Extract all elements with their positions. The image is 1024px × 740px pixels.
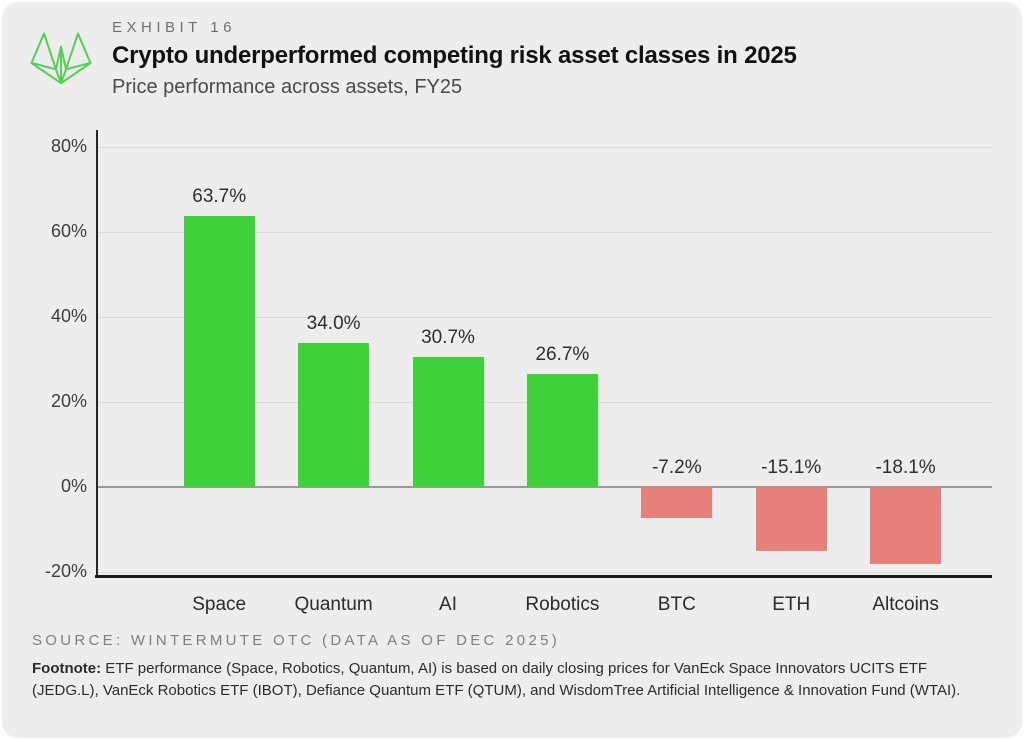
y-tick-label: 20% <box>50 391 87 411</box>
category-label-ai: AI <box>439 594 457 615</box>
bar-btc <box>641 487 713 518</box>
footnote: Footnote: ETF performance (Space, Roboti… <box>32 658 994 702</box>
y-tick-label: 0% <box>60 476 87 496</box>
gridline-80 <box>97 146 992 148</box>
value-label-robotics: 26.7% <box>535 343 590 365</box>
page-title: Crypto underperformed competing risk ass… <box>112 42 797 69</box>
gridline-40 <box>97 316 992 318</box>
category-label-eth: ETH <box>772 594 811 615</box>
y-tick-label: 60% <box>50 221 87 241</box>
category-label-btc: BTC <box>657 594 696 615</box>
category-label-quantum: Quantum <box>294 594 373 615</box>
x-axis-line <box>95 575 992 578</box>
gridline--20 <box>97 571 992 573</box>
category-label-space: Space <box>192 594 247 615</box>
wintermute-logo-icon <box>30 32 92 85</box>
y-tick-label: 80% <box>50 136 87 156</box>
footnote-label: Footnote: <box>32 660 102 677</box>
exhibit-label: EXHIBIT 16 <box>112 19 236 36</box>
category-label-altcoins: Altcoins <box>872 594 939 615</box>
gridline-60 <box>97 231 992 233</box>
zero-line <box>97 486 992 488</box>
value-label-btc: -7.2% <box>651 457 702 478</box>
source-line: SOURCE: WINTERMUTE OTC (DATA AS OF DEC 2… <box>32 632 561 649</box>
page-subtitle: Price performance across assets, FY25 <box>112 76 463 98</box>
bar-altcoins <box>870 487 942 564</box>
footnote-text: ETF performance (Space, Robotics, Quantu… <box>32 660 961 700</box>
y-axis-line <box>96 130 98 575</box>
bar-space <box>183 216 255 487</box>
y-tick-label: -20% <box>44 561 87 581</box>
category-label-robotics: Robotics <box>525 594 600 615</box>
value-label-space: 63.7% <box>192 186 247 208</box>
bar-ai <box>412 356 484 487</box>
bar-chart: 80% 60% 40% 20% 0% -20% 63.7% Space 34.0% Quantum… <box>2 2 1022 627</box>
value-label-quantum: 34.0% <box>306 312 361 334</box>
value-label-ai: 30.7% <box>421 326 475 348</box>
bar-quantum <box>298 342 370 487</box>
bar-robotics <box>526 373 598 487</box>
y-tick-label: 40% <box>50 306 87 326</box>
bar-eth <box>755 487 827 552</box>
value-label-altcoins: -18.1% <box>875 457 936 478</box>
value-label-eth: -15.1% <box>761 457 822 478</box>
